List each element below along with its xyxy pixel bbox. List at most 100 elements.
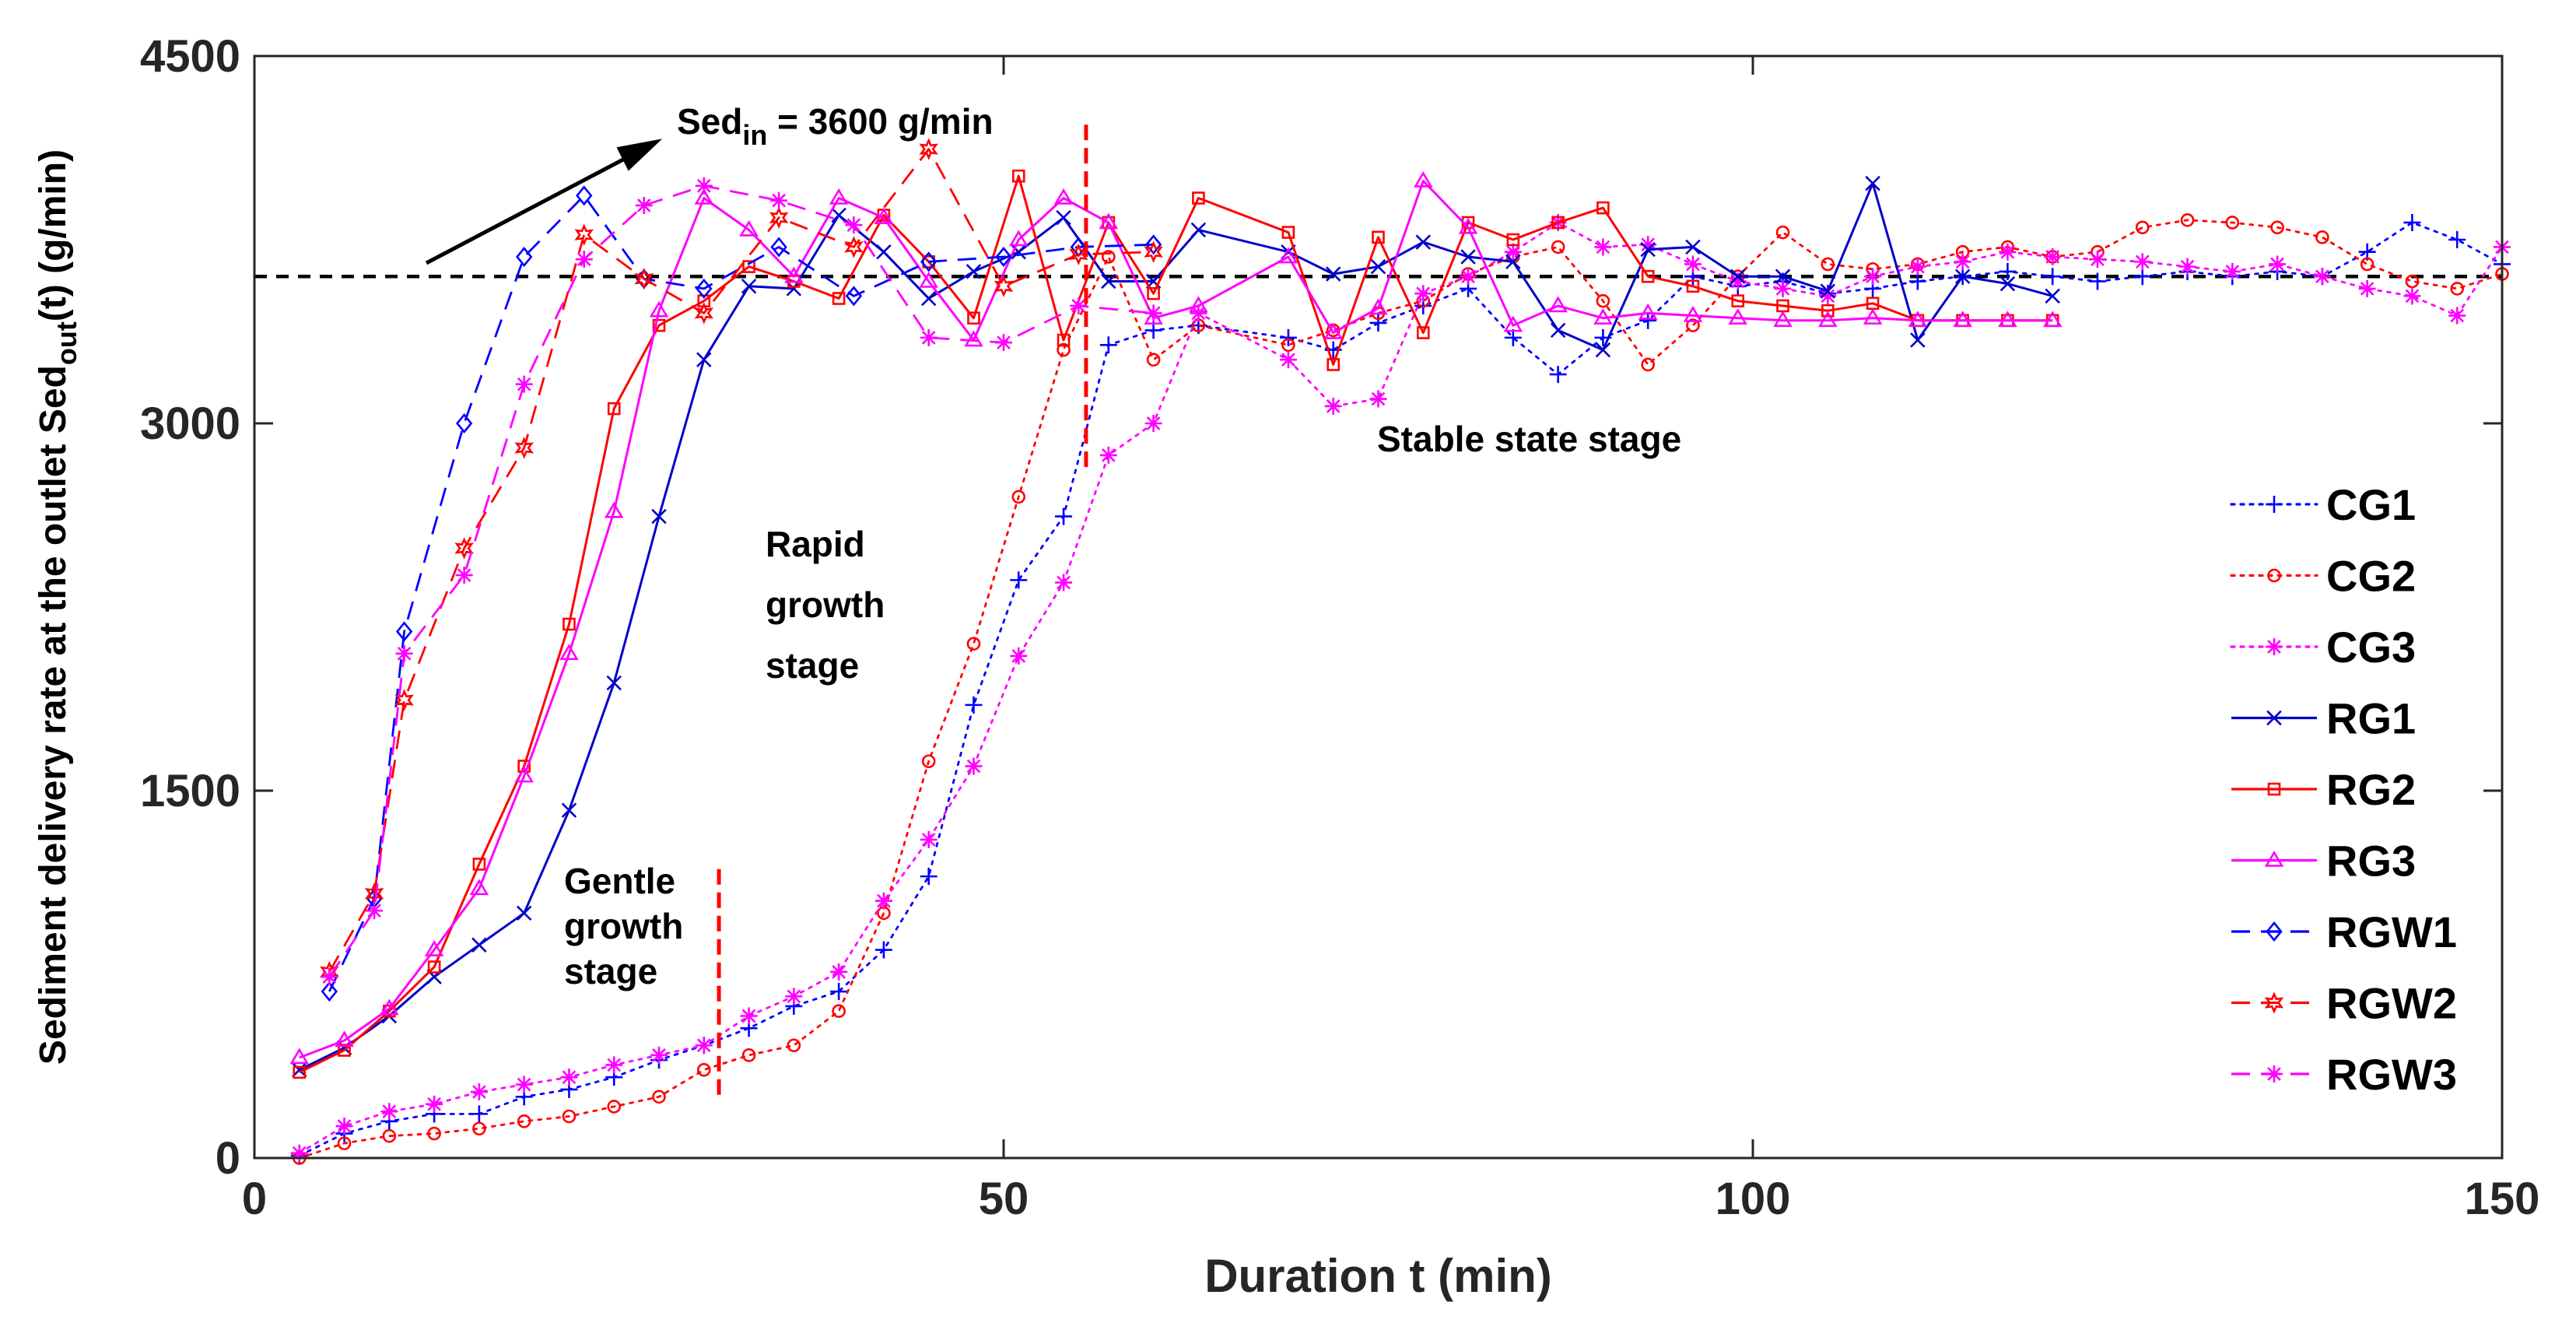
- data-point-rg1: [1056, 209, 1071, 226]
- data-point-cg2: [2315, 230, 2329, 244]
- data-point-cg1: [1504, 328, 1522, 346]
- data-point-rg1: [471, 937, 487, 953]
- data-point-cg2: [1146, 353, 1161, 367]
- data-point-cg3: [1864, 268, 1882, 286]
- series-rgw3: [321, 177, 1162, 986]
- data-point-cg3: [1414, 285, 1432, 303]
- data-point-rgw1: [995, 246, 1012, 268]
- data-point-rg2: [1686, 279, 1700, 293]
- data-point-cg2: [2225, 216, 2240, 230]
- data-point-rg3: [1773, 311, 1793, 328]
- data-point-rg1: [651, 508, 667, 525]
- data-point-rgw1: [1144, 234, 1162, 255]
- data-point-rg1: [1685, 239, 1701, 255]
- data-point-cg2: [1775, 225, 1790, 240]
- data-point-rg1: [1595, 342, 1611, 358]
- data-point-rg3: [2042, 311, 2063, 328]
- data-point-cg3: [1099, 446, 1117, 464]
- data-point-cg3: [2403, 287, 2421, 305]
- data-point-cg1: [830, 983, 848, 1001]
- data-point-cg3: [380, 1103, 398, 1121]
- stage-label-1-line-1: Gentle: [564, 861, 675, 901]
- data-point-cg3: [1369, 390, 1387, 408]
- data-point-rg2: [427, 960, 441, 974]
- legend-item-rgw3: RGW3: [2231, 1050, 2457, 1099]
- data-point-cg2: [2405, 274, 2420, 289]
- data-point-rgw2: [634, 268, 654, 290]
- data-point-rg2: [1596, 201, 1610, 215]
- data-point-rgw3: [395, 644, 413, 662]
- series-line-rgw1: [328, 194, 1154, 992]
- data-point-cg2: [1596, 293, 1610, 308]
- data-point-cg3: [1190, 304, 1207, 322]
- data-point-cg2: [2360, 257, 2374, 272]
- data-point-cg1: [1010, 571, 1028, 589]
- data-point-cg3: [1324, 397, 1342, 415]
- data-point-cg3: [695, 1037, 713, 1055]
- data-point-rg3: [335, 1030, 354, 1048]
- data-point-rg3: [919, 271, 938, 288]
- data-point-rg2: [563, 617, 576, 631]
- x-tick-label: 150: [2465, 1174, 2540, 1224]
- data-point-cg2: [921, 754, 936, 769]
- data-point-cg3: [1908, 258, 1926, 275]
- data-point-cg2: [1011, 490, 1026, 504]
- legend-swatch-marker: [2266, 921, 2283, 942]
- data-point-cg3: [965, 757, 983, 775]
- y-tick-label: 1500: [140, 766, 240, 816]
- legend-item-rgw2: RGW2: [2231, 979, 2457, 1028]
- data-point-cg2: [472, 1121, 486, 1136]
- data-point-cg3: [785, 988, 803, 1005]
- data-point-rg3: [964, 330, 983, 347]
- data-point-cg3: [1954, 253, 1971, 271]
- data-point-rg2: [1551, 216, 1565, 230]
- legend-swatch-marker: [2264, 991, 2284, 1014]
- data-point-cg3: [920, 830, 938, 848]
- data-point-rg2: [1327, 358, 1341, 371]
- data-point-cg3: [2224, 262, 2241, 280]
- data-point-cg2: [2135, 220, 2150, 235]
- data-point-cg1: [1369, 314, 1387, 332]
- data-point-cg3: [335, 1118, 353, 1135]
- data-point-cg1: [965, 696, 983, 714]
- data-point-cg2: [1102, 250, 1116, 264]
- legend-item-cg2: CG2: [2230, 552, 2416, 601]
- data-point-rg2: [607, 402, 621, 416]
- data-point-rg2: [1506, 233, 1520, 247]
- data-point-cg2: [787, 1038, 801, 1053]
- data-point-rg1: [516, 905, 532, 921]
- data-point-rg3: [1369, 298, 1388, 315]
- legend-label: RG1: [2326, 694, 2416, 743]
- y-tick-label: 4500: [140, 31, 240, 82]
- inflow-label: Sedin = 3600 g/min: [677, 101, 994, 151]
- data-point-rg3: [1638, 303, 1658, 320]
- data-point-rg3: [694, 188, 714, 205]
- x-tick-label: 100: [1716, 1174, 1791, 1224]
- data-point-rg3: [1728, 308, 1748, 325]
- legend-swatch-marker: [2267, 568, 2281, 583]
- data-point-cg1: [470, 1105, 488, 1123]
- data-point-rg1: [1775, 268, 1791, 284]
- legend-swatch-marker: [2267, 782, 2281, 796]
- data-point-cg3: [1819, 287, 1837, 305]
- data-point-rg1: [1999, 275, 2016, 292]
- legend-swatch-marker: [2266, 710, 2282, 726]
- data-point-rg1: [1640, 241, 1656, 258]
- data-point-cg2: [1641, 357, 1655, 372]
- data-point-cg2: [2270, 220, 2284, 235]
- data-point-rg1: [1954, 268, 1971, 284]
- data-point-cg1: [2133, 268, 2151, 286]
- data-point-rg1: [1460, 249, 1476, 265]
- series-layer: [289, 138, 2511, 1165]
- data-point-cg3: [2269, 255, 2287, 273]
- data-point-cg3: [560, 1069, 578, 1086]
- data-point-cg3: [1144, 415, 1162, 432]
- data-point-cg3: [2448, 307, 2466, 325]
- data-point-cg3: [426, 1095, 443, 1113]
- y-axis-label: Sediment delivery rate at the outlet Sed…: [33, 149, 82, 1065]
- data-point-rg3: [1998, 311, 2017, 328]
- data-point-rg2: [1641, 269, 1655, 283]
- data-point-cg1: [2088, 272, 2106, 290]
- x-tick-label: 0: [242, 1174, 267, 1224]
- data-point-rg2: [1192, 191, 1205, 205]
